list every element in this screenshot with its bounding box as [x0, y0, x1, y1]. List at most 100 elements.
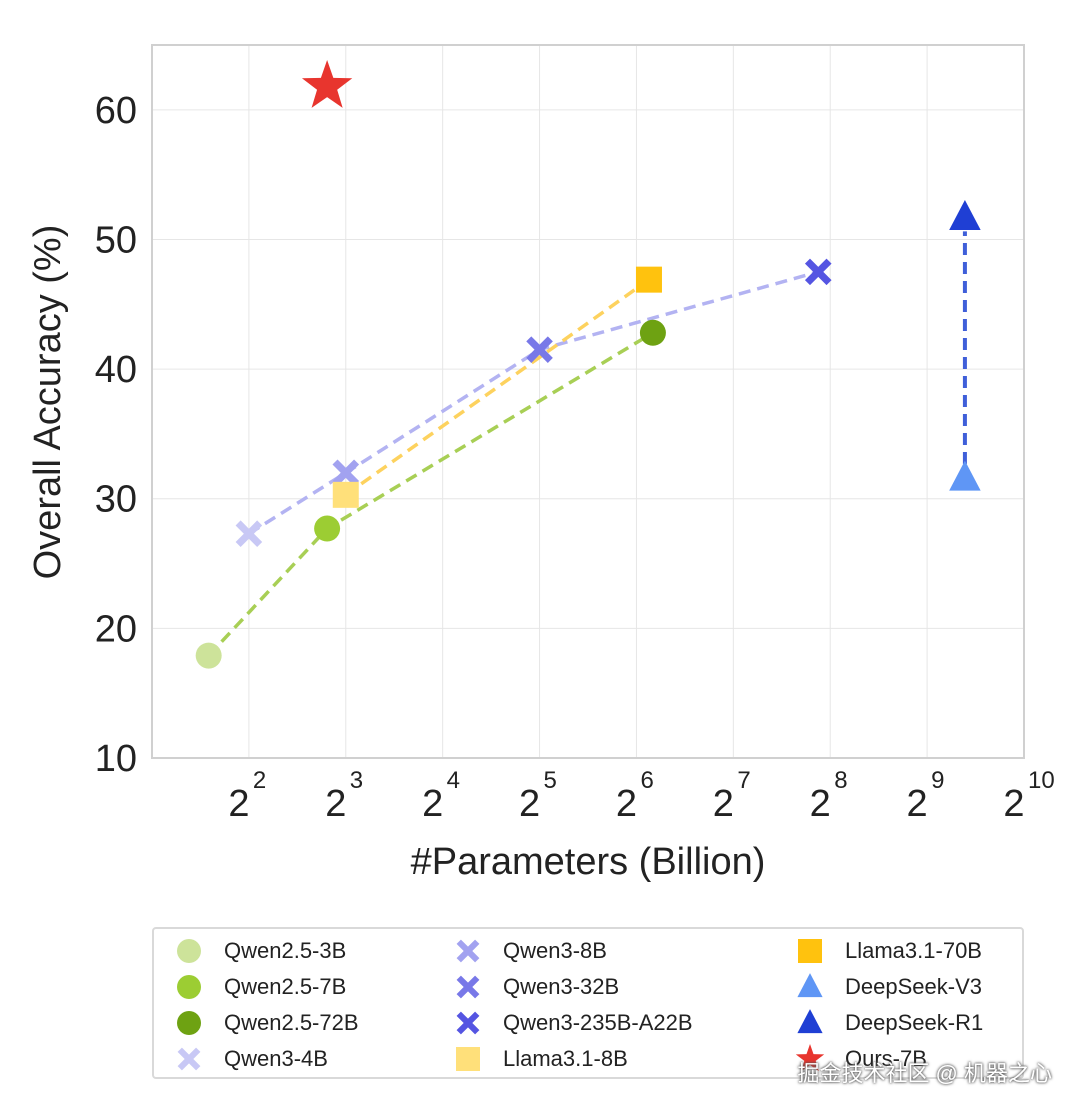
legend: Qwen2.5-3B Qwen2.5-7B Qwen2.5-72B Qwen3-4B Q…: [152, 927, 1024, 1079]
x-tick-base: 2: [907, 783, 928, 825]
marker-qwen2-5-7b: [314, 515, 341, 542]
legend-label: Qwen2.5-7B: [224, 974, 347, 999]
legend-item: Qwen3-32B: [453, 969, 619, 1005]
legend-item: Qwen2.5-7B: [174, 969, 346, 1005]
connector-llama3.1: [344, 278, 650, 497]
x-axis-label: #Parameters (Billion): [411, 841, 766, 883]
legend-item: Qwen3-8B: [453, 933, 607, 969]
marker-ours-7b: [301, 60, 353, 108]
legend-label: Qwen3-8B: [503, 938, 607, 963]
watermark: 掘金技术社区 @ 机器之心: [797, 1061, 1052, 1086]
legend-swatch: [456, 1047, 480, 1071]
legend-label: Llama3.1-70B: [845, 938, 982, 963]
grid-lines: [152, 45, 1024, 759]
legend-label: DeepSeek-R1: [845, 1010, 984, 1035]
marker-qwen3-8b: [332, 459, 360, 487]
star-marker-icon: [795, 1044, 825, 1072]
x-tick-label: 23: [325, 767, 363, 825]
x-tick-base: 2: [1003, 783, 1024, 825]
x-tick-label: 25: [519, 767, 557, 825]
legend-item: Qwen3-235B-A22B: [453, 1005, 693, 1041]
x-tick-label: 22: [228, 767, 266, 825]
legend-item: DeepSeek-R1: [795, 1005, 983, 1041]
legend-swatch: [456, 1011, 480, 1035]
square-marker-icon: [798, 939, 822, 963]
legend-swatch: [177, 1047, 201, 1071]
y-axis-label: Overall Accuracy (%): [27, 225, 69, 580]
x-tick-label: 27: [713, 767, 751, 825]
marker-llama3-1-70b: [635, 266, 662, 293]
square-marker-icon: [456, 1047, 480, 1071]
x-tick-base: 2: [228, 783, 249, 825]
x-tick-exponent: 2: [253, 767, 266, 794]
legend-label: DeepSeek-V3: [845, 974, 982, 999]
legend-item: Qwen3-4B: [174, 1041, 328, 1077]
x-tick-base: 2: [616, 783, 637, 825]
x-tick-exponent: 3: [350, 767, 363, 794]
legend-swatch: [797, 1009, 823, 1034]
legend-label: Llama3.1-8B: [503, 1046, 628, 1071]
legend-swatch: [456, 975, 480, 999]
x-tick-exponent: 8: [834, 767, 847, 794]
x-tick-base: 2: [713, 783, 734, 825]
x-marker-icon: [177, 1047, 201, 1071]
x-tick-exponent: 4: [447, 767, 460, 794]
marker-deepseek-r1: [949, 200, 981, 231]
circle-marker-icon: [177, 975, 201, 999]
y-tick-label: 60: [95, 90, 137, 132]
y-tick-label: 40: [95, 349, 137, 391]
triangle-marker-icon: [797, 973, 823, 998]
x-marker-icon: [456, 975, 480, 999]
marker-qwen3-4b: [235, 520, 263, 548]
x-tick-base: 2: [810, 783, 831, 825]
y-tick-label: 50: [95, 219, 137, 261]
x-tick-base: 2: [325, 783, 346, 825]
legend-swatch: [177, 939, 201, 963]
circle-marker-icon: [177, 939, 201, 963]
marker-deepseek-v3: [949, 460, 981, 491]
legend-label: Qwen2.5-3B: [224, 938, 347, 963]
x-tick-exponent: 7: [737, 767, 750, 794]
x-tick-label: 29: [907, 767, 945, 825]
plot-frame: [151, 44, 1025, 759]
connector-qwen2.5: [207, 331, 654, 657]
marker-qwen3-235b-a22b: [804, 258, 832, 286]
x-tick-label: 26: [616, 767, 654, 825]
y-tick-label: 30: [95, 479, 137, 521]
y-tick-label: 10: [95, 738, 137, 780]
x-tick-exponent: 5: [544, 767, 557, 794]
connector-lines: [207, 231, 967, 657]
marker-qwen2-5-72b: [639, 319, 666, 346]
legend-swatch: [177, 975, 201, 999]
legend-item: Qwen2.5-72B: [174, 1005, 359, 1041]
y-tick-label: 20: [95, 608, 137, 650]
legend-label: Qwen3-235B-A22B: [503, 1010, 693, 1035]
marker-llama3-1-8b: [332, 481, 359, 508]
legend-swatch: [795, 1044, 825, 1072]
legend-item: DeepSeek-V3: [795, 969, 982, 1005]
legend-swatch: [177, 1011, 201, 1035]
x-tick-label: 210: [1003, 767, 1054, 825]
legend-label: Qwen3-32B: [503, 974, 620, 999]
legend-item: Llama3.1-70B: [795, 933, 982, 969]
triangle-marker-icon: [797, 1009, 823, 1034]
connector-qwen3: [247, 270, 819, 536]
x-tick-exponent: 10: [1028, 767, 1055, 794]
legend-label: Qwen2.5-72B: [224, 1010, 359, 1035]
x-marker-icon: [456, 939, 480, 963]
data-markers: [195, 60, 981, 669]
legend-label: Qwen3-4B: [224, 1046, 328, 1071]
x-tick-base: 2: [422, 783, 443, 825]
legend-item: Qwen2.5-3B: [174, 933, 346, 969]
x-tick-label: 24: [422, 767, 460, 825]
legend-item: Ours-7B: [795, 1041, 927, 1077]
legend-swatch: [456, 939, 480, 963]
circle-marker-icon: [177, 1011, 201, 1035]
x-marker-icon: [456, 1011, 480, 1035]
x-tick-exponent: 9: [931, 767, 944, 794]
marker-qwen3-32b: [526, 336, 553, 363]
x-tick-exponent: 6: [640, 767, 653, 794]
legend-swatch: [798, 939, 822, 963]
